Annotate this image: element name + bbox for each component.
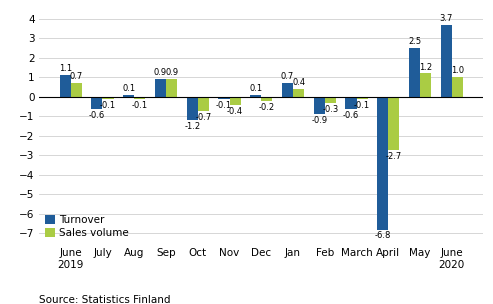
Text: -0.1: -0.1: [216, 101, 232, 110]
Text: -0.3: -0.3: [322, 105, 339, 114]
Bar: [250, 95, 261, 97]
Bar: [409, 48, 420, 97]
Text: 0.1: 0.1: [249, 84, 262, 93]
Bar: [230, 97, 241, 105]
Text: -1.2: -1.2: [184, 122, 200, 131]
Bar: [103, 97, 113, 99]
Text: 0.7: 0.7: [70, 72, 83, 81]
Bar: [314, 97, 325, 115]
Bar: [187, 97, 198, 120]
Bar: [70, 83, 82, 97]
Text: 0.9: 0.9: [165, 68, 178, 78]
Text: 0.4: 0.4: [292, 78, 305, 87]
Bar: [377, 97, 388, 230]
Bar: [123, 95, 134, 97]
Bar: [346, 97, 356, 109]
Bar: [420, 74, 431, 97]
Text: -0.1: -0.1: [354, 101, 370, 110]
Text: -0.1: -0.1: [100, 101, 116, 110]
Bar: [218, 97, 230, 99]
Text: -0.6: -0.6: [343, 111, 359, 119]
Text: 0.9: 0.9: [154, 68, 167, 78]
Bar: [60, 75, 70, 97]
Bar: [293, 89, 304, 97]
Text: 1.0: 1.0: [451, 67, 464, 75]
Text: 0.1: 0.1: [122, 84, 135, 93]
Text: 1.1: 1.1: [59, 64, 71, 74]
Text: -6.8: -6.8: [375, 232, 391, 240]
Legend: Turnover, Sales volume: Turnover, Sales volume: [45, 215, 129, 238]
Bar: [91, 97, 103, 109]
Bar: [155, 79, 166, 97]
Text: Source: Statistics Finland: Source: Statistics Finland: [39, 295, 171, 304]
Bar: [198, 97, 209, 111]
Text: -0.4: -0.4: [227, 107, 243, 116]
Bar: [441, 25, 452, 97]
Text: -0.9: -0.9: [311, 116, 327, 126]
Bar: [356, 97, 368, 99]
Text: -0.6: -0.6: [89, 111, 105, 119]
Text: 2.5: 2.5: [408, 37, 421, 46]
Bar: [134, 97, 145, 99]
Text: -2.7: -2.7: [386, 151, 402, 161]
Text: -0.2: -0.2: [259, 103, 275, 112]
Bar: [282, 83, 293, 97]
Bar: [166, 79, 177, 97]
Bar: [452, 78, 463, 97]
Text: -0.7: -0.7: [195, 112, 211, 122]
Text: 1.2: 1.2: [419, 63, 432, 71]
Text: 3.7: 3.7: [440, 14, 453, 23]
Text: -0.1: -0.1: [132, 101, 148, 110]
Bar: [388, 97, 399, 150]
Text: 0.7: 0.7: [281, 72, 294, 81]
Bar: [325, 97, 336, 103]
Bar: [261, 97, 273, 101]
